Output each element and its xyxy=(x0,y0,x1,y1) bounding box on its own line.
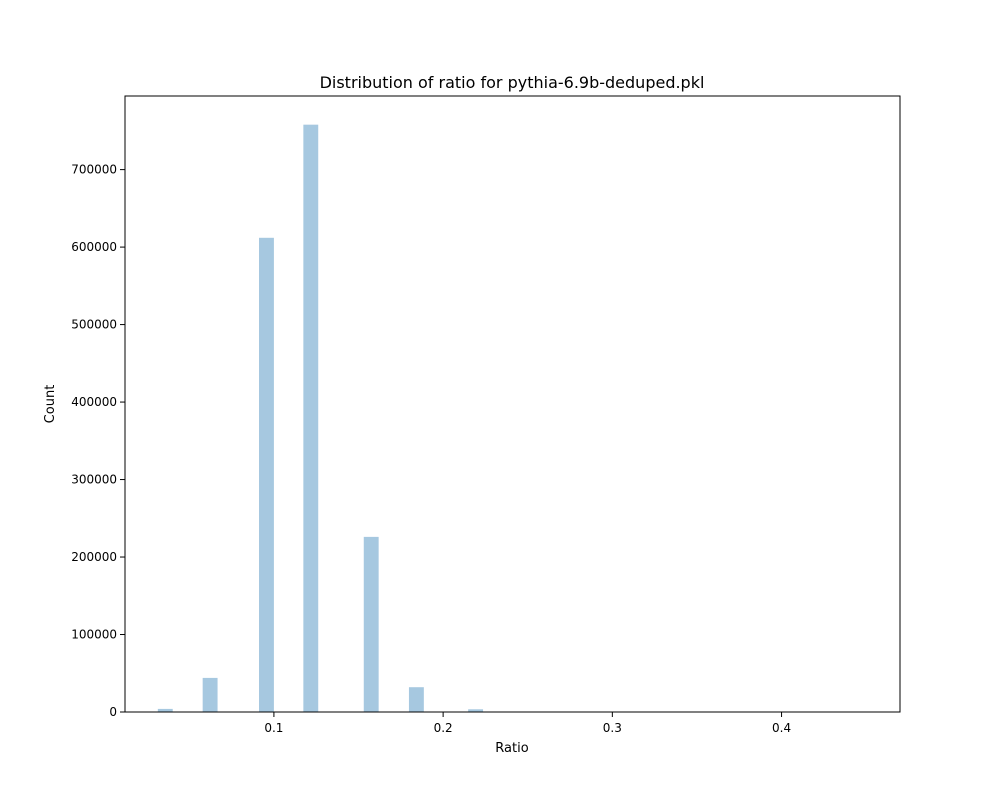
x-axis-label: Ratio xyxy=(495,741,528,756)
histogram-bar-7 xyxy=(468,709,484,712)
x-tick-label: 0.3 xyxy=(603,721,622,735)
bars-group xyxy=(157,124,484,713)
y-tick-label: 400000 xyxy=(71,395,117,409)
y-tick-label: 700000 xyxy=(71,163,117,177)
y-tick-label: 100000 xyxy=(71,628,117,642)
x-tick-label: 0.1 xyxy=(264,721,283,735)
y-tick-label: 200000 xyxy=(71,550,117,564)
histogram-bar-6 xyxy=(408,687,424,712)
histogram-bar-4 xyxy=(303,124,319,712)
y-tick-label: 300000 xyxy=(71,473,117,487)
x-tick-label: 0.4 xyxy=(772,721,791,735)
y-tick-label: 600000 xyxy=(71,240,117,254)
histogram-bar-3 xyxy=(259,237,274,713)
y-axis: 0 100000 200000 300000 400000 500000 600000 700… xyxy=(71,163,125,719)
plot-frame xyxy=(124,95,901,713)
histogram-bar-2 xyxy=(202,677,218,712)
y-tick-label: 0 xyxy=(109,705,117,719)
chart-title: Distribution of ratio for pythia-6.9b-de… xyxy=(320,73,705,92)
y-tick-label: 500000 xyxy=(71,318,117,332)
x-tick-label: 0.2 xyxy=(434,721,453,735)
x-axis: 0.1 0.2 0.3 0.4 xyxy=(264,712,791,735)
histogram-bar-5 xyxy=(363,536,379,712)
histogram-bar-1 xyxy=(157,708,173,712)
y-axis-label: Count xyxy=(43,385,58,424)
